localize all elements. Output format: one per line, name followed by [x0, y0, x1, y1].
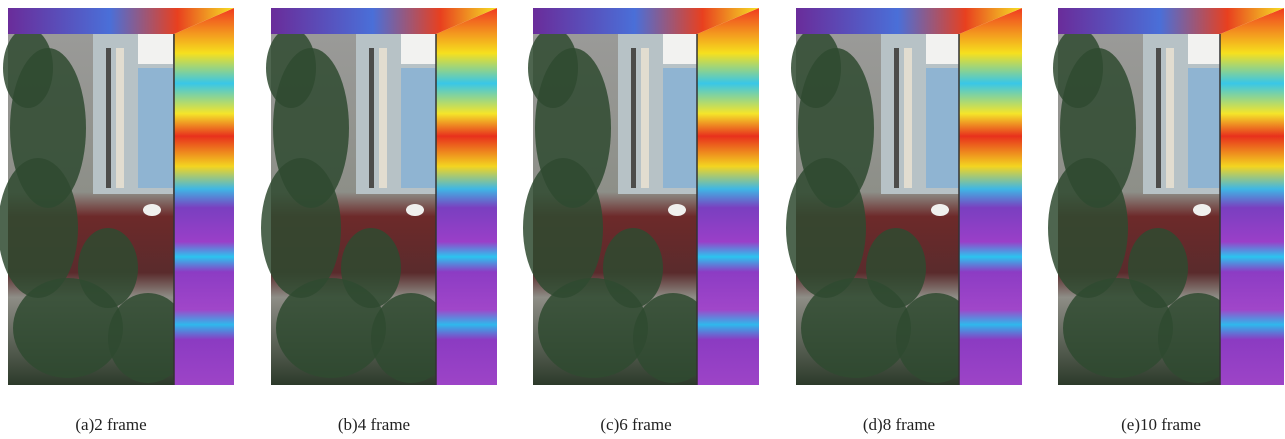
building-glass: [401, 68, 436, 188]
tree: [523, 158, 603, 298]
thermal-side: [174, 8, 234, 385]
tree: [341, 228, 401, 308]
image-panel: [523, 8, 759, 385]
caption: (a)2 frame: [75, 415, 146, 434]
image-panel: [0, 8, 234, 385]
lamp: [143, 204, 161, 216]
building-column: [1156, 48, 1161, 188]
thermal-side: [959, 8, 1022, 385]
sky: [926, 34, 961, 64]
tree: [261, 158, 341, 298]
tree: [1128, 228, 1188, 308]
lamp: [1193, 204, 1211, 216]
building-column: [894, 48, 899, 188]
caption: (d)8 frame: [863, 415, 935, 434]
tree: [78, 228, 138, 308]
tree: [3, 28, 53, 108]
sky: [1188, 34, 1223, 64]
page: (a)2 frame (b)4 frame (c)6 frame (d)8 frame…: [0, 0, 1285, 439]
caption: (c)6 frame: [600, 415, 671, 434]
thermal-side: [1220, 8, 1284, 385]
building-column: [369, 48, 374, 188]
building-glass: [663, 68, 698, 188]
lamp: [931, 204, 949, 216]
tree: [0, 158, 78, 298]
building-column: [379, 48, 387, 188]
tree: [266, 28, 316, 108]
thermal-side: [436, 8, 497, 385]
building-column: [106, 48, 111, 188]
building-glass: [1188, 68, 1223, 188]
lamp: [406, 204, 424, 216]
tree: [528, 28, 578, 108]
tree: [603, 228, 663, 308]
figure: (a)2 frame (b)4 frame (c)6 frame (d)8 frame…: [0, 0, 1285, 439]
building-column: [904, 48, 912, 188]
building-column: [116, 48, 124, 188]
image-panel: [1048, 8, 1284, 385]
sky: [663, 34, 698, 64]
caption: (e)10 frame: [1121, 415, 1201, 434]
tree: [866, 228, 926, 308]
tree: [1048, 158, 1128, 298]
image-panel: [786, 8, 1022, 385]
image-panel: [261, 8, 497, 385]
caption: (b)4 frame: [338, 415, 410, 434]
sky: [401, 34, 436, 64]
sky: [138, 34, 173, 64]
building-column: [631, 48, 636, 188]
building-glass: [138, 68, 173, 188]
tree: [791, 28, 841, 108]
lamp: [668, 204, 686, 216]
thermal-side: [697, 8, 759, 385]
building-glass: [926, 68, 961, 188]
tree: [786, 158, 866, 298]
tree: [1053, 28, 1103, 108]
building-column: [1166, 48, 1174, 188]
building-column: [641, 48, 649, 188]
